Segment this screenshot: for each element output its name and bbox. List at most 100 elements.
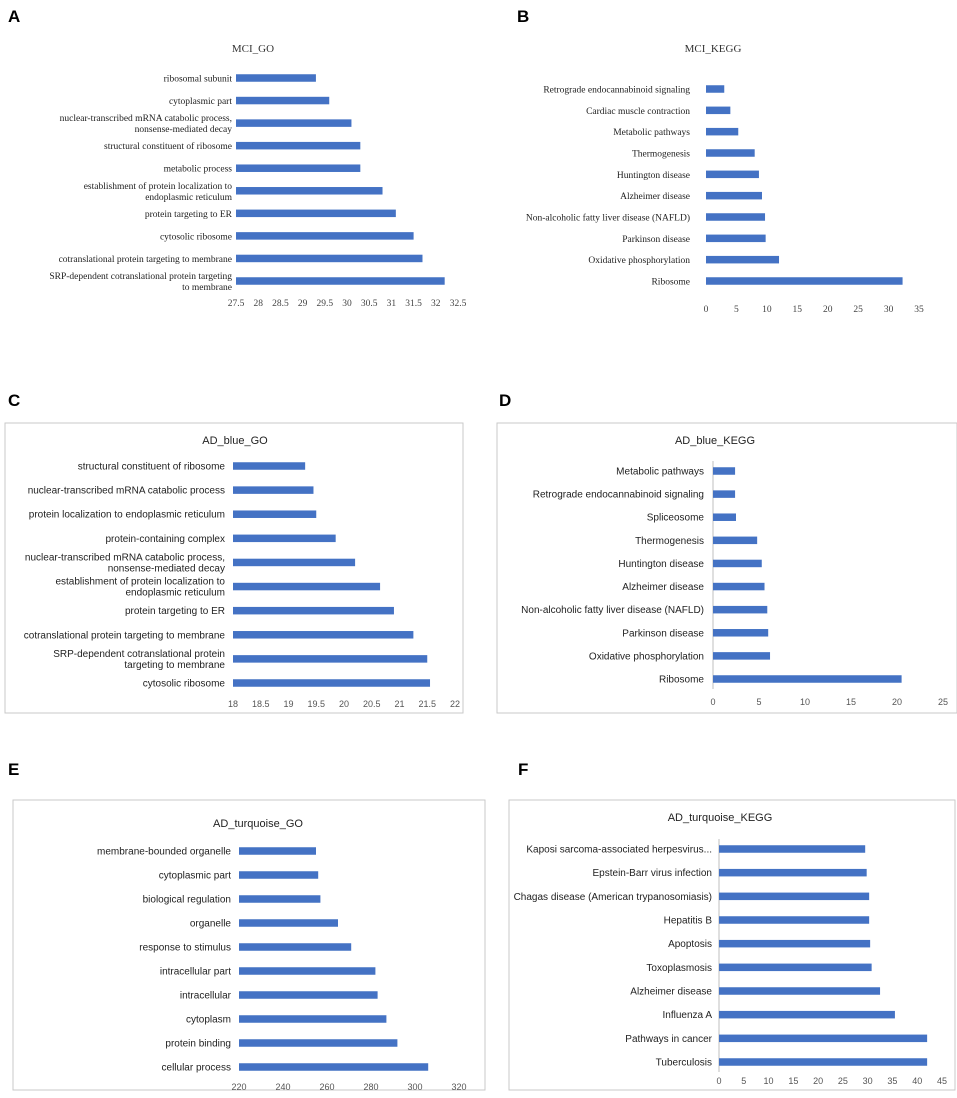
x-tick-label: 28	[253, 299, 263, 309]
x-tick-label: 20	[339, 699, 349, 709]
chart-title: AD_turquoise_KEGG	[668, 812, 773, 824]
x-tick-label: 19	[283, 699, 293, 709]
bar	[233, 655, 428, 663]
bar	[706, 255, 780, 264]
x-tick-label: 20	[823, 305, 833, 315]
category-label: Parkinson disease	[622, 628, 704, 639]
bar	[236, 277, 445, 285]
category-label: structural constituent of ribosome	[78, 462, 226, 473]
bar	[233, 679, 431, 687]
x-tick-label: 0	[710, 697, 715, 707]
x-tick-label: 15	[788, 1076, 798, 1086]
bar	[233, 582, 381, 591]
x-tick-label: 20	[892, 697, 902, 707]
x-tick-label: 18	[228, 699, 238, 709]
bar	[236, 141, 361, 150]
x-tick-label: 32	[431, 299, 441, 309]
bar	[233, 606, 394, 615]
category-label: Non-alcoholic fatty liver disease (NAFLD…	[521, 605, 704, 616]
category-label: Thermogenesis	[632, 150, 690, 160]
panel-letter: A	[8, 7, 20, 26]
category-label: protein-containing complex	[105, 534, 225, 545]
category-label: structural constituent of ribosome	[104, 141, 232, 152]
bar	[239, 943, 352, 951]
x-tick-label: 5	[741, 1076, 746, 1086]
x-tick-label: 30	[342, 299, 352, 309]
x-tick-label: 18.5	[252, 699, 270, 709]
chart-panel-f: F AD_turquoise_KEGG Kaposi sarcoma-associa…	[508, 760, 956, 1091]
bar	[719, 987, 881, 995]
bar	[236, 209, 396, 218]
x-tick-label: 0	[704, 305, 709, 315]
bar	[713, 675, 902, 683]
category-label: cytoplasmic part	[169, 97, 232, 107]
category-label: Alzheimer disease	[622, 582, 704, 593]
x-tick-label: 28.5	[272, 299, 289, 309]
category-label: establishment of protein localization to…	[55, 577, 225, 599]
category-label: protein binding	[165, 1039, 231, 1050]
category-label: cytosolic ribosome	[143, 679, 226, 690]
x-tick-label: 10	[764, 1076, 774, 1086]
x-tick-label: 30	[884, 305, 894, 315]
x-tick-label: 19.5	[307, 699, 325, 709]
category-label: cotranslational protein targeting to mem…	[24, 630, 226, 641]
category-label: Influenza A	[663, 1010, 713, 1021]
category-label: ribosomal subunit	[164, 75, 233, 85]
bar	[239, 847, 316, 855]
x-tick-label: 25	[853, 305, 863, 315]
x-tick-label: 15	[793, 305, 803, 315]
bar	[713, 629, 769, 637]
bar	[719, 963, 872, 972]
category-label: cytoplasmic part	[159, 871, 231, 882]
bar	[713, 513, 736, 521]
chart-panel-c: C AD_blue_GO structural constituent of rib…	[4, 391, 464, 714]
x-tick-label: 240	[275, 1082, 290, 1092]
bar	[236, 119, 352, 127]
category-label: Chagas disease (American trypanosomiasis…	[514, 892, 712, 903]
category-label: protein targeting to ER	[125, 606, 225, 617]
category-label: cotranslational protein targeting to mem…	[59, 255, 232, 265]
chart-panel-a: A MCI_GO ribosomal subunit cytoplasmic part…	[8, 7, 467, 309]
bar	[239, 1063, 429, 1071]
bar	[713, 536, 758, 545]
chart-title: MCI_KEGG	[685, 43, 742, 55]
category-label: metabolic process	[164, 165, 233, 175]
bar	[236, 254, 423, 263]
panel-letter: F	[518, 760, 528, 779]
chart-title: MCI_GO	[232, 43, 274, 55]
x-tick-label: 29	[298, 299, 308, 309]
category-label: Epstein-Barr virus infection	[593, 868, 713, 879]
bar	[706, 277, 903, 285]
category-label: Hepatitis B	[664, 916, 713, 927]
bar	[719, 1058, 928, 1066]
category-label: Retrograde endocannabinoid signaling	[533, 490, 704, 501]
bar	[713, 467, 736, 475]
bar	[719, 1010, 895, 1019]
x-tick-label: 32.5	[450, 299, 467, 309]
bar	[719, 1034, 928, 1043]
category-label: response to stimulus	[139, 943, 231, 954]
bar	[719, 916, 870, 924]
panel-letter: E	[8, 760, 19, 779]
x-tick-label: 300	[407, 1082, 422, 1092]
x-tick-label: 220	[231, 1082, 246, 1092]
category-label: establishment of protein localization to…	[84, 181, 233, 203]
x-tick-label: 31.5	[405, 299, 422, 309]
bar	[233, 462, 306, 470]
bar	[706, 170, 759, 179]
category-label: nuclear-transcribed mRNA catabolic proce…	[28, 486, 225, 497]
category-label: Spliceosome	[647, 513, 705, 524]
bar	[713, 490, 736, 498]
x-tick-label: 30.5	[361, 299, 378, 309]
x-tick-label: 45	[937, 1076, 947, 1086]
x-tick-label: 20.5	[363, 699, 381, 709]
x-tick-label: 10	[800, 697, 810, 707]
x-tick-label: 20	[813, 1076, 823, 1086]
category-label: SRP-dependent cotranslational protein tar…	[53, 649, 225, 671]
category-label: cellular process	[162, 1063, 231, 1074]
x-tick-label: 40	[912, 1076, 922, 1086]
category-label: cytosolic ribosome	[160, 232, 232, 242]
bar	[713, 559, 762, 568]
category-label: Ribosome	[651, 278, 690, 288]
